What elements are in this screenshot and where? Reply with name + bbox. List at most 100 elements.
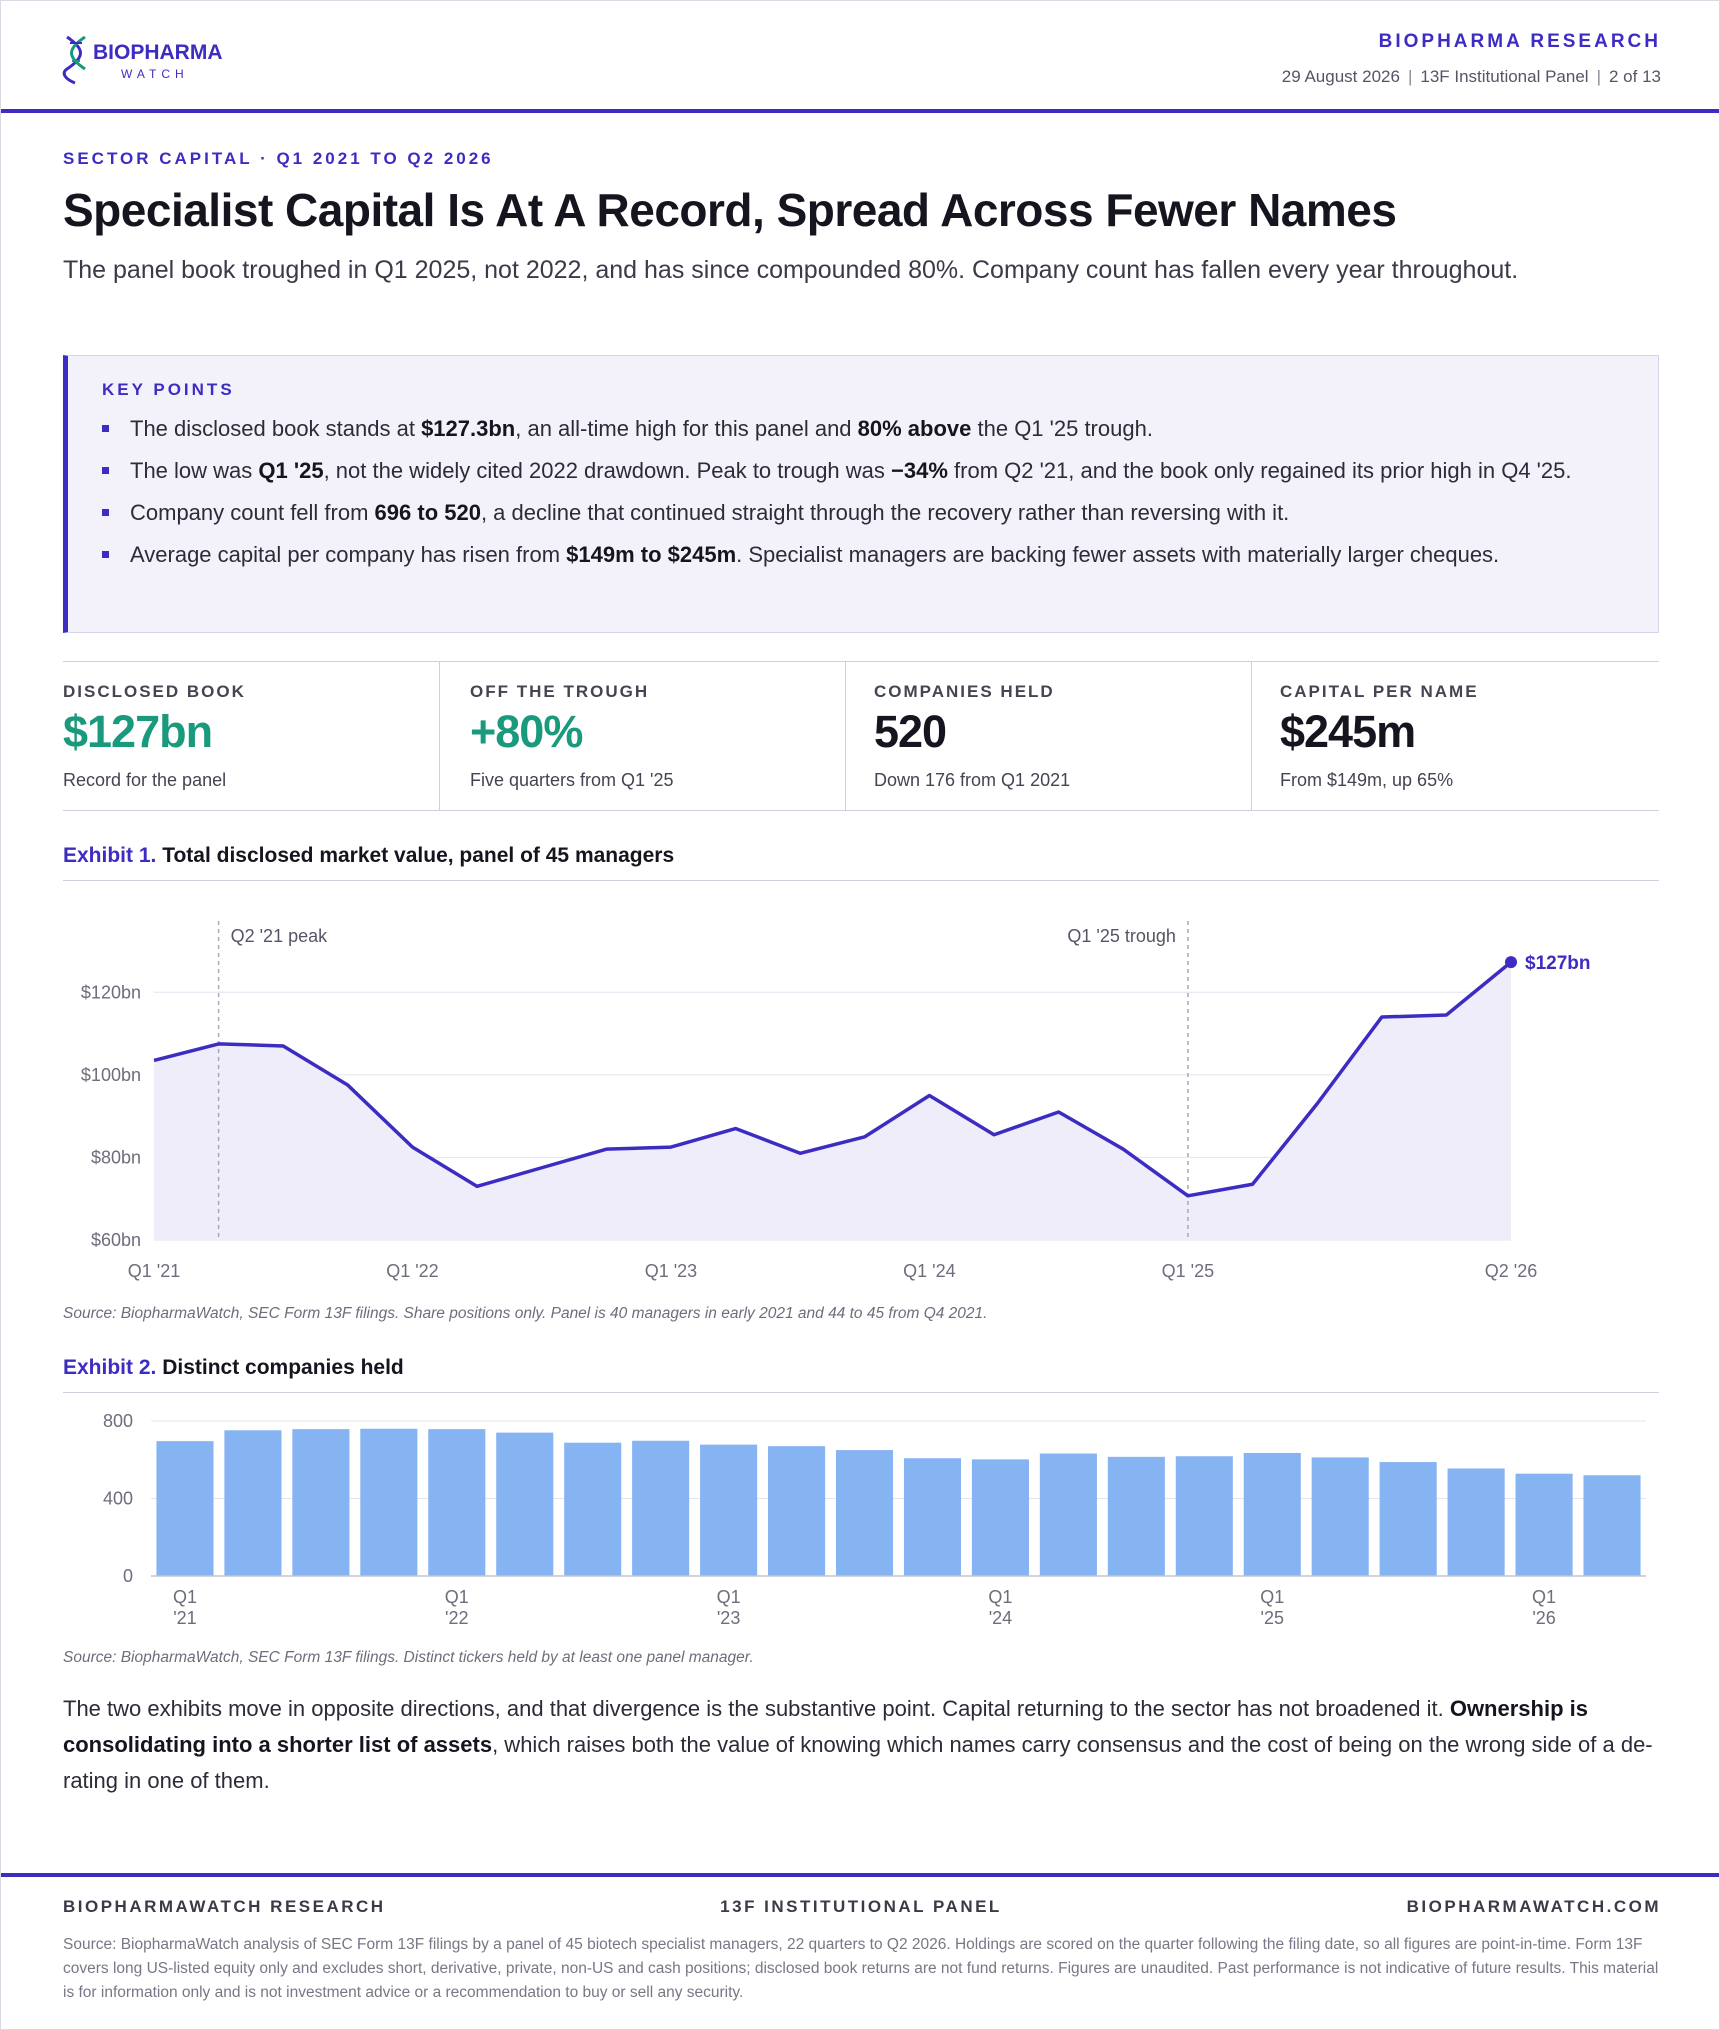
x-tick-label: Q1 bbox=[445, 1587, 469, 1607]
x-tick-label: Q1 bbox=[173, 1587, 197, 1607]
bar bbox=[700, 1444, 758, 1576]
stat-value: $245m bbox=[1280, 706, 1416, 757]
y-tick-label: 0 bbox=[123, 1566, 133, 1586]
footer-disclaimer: Source: BiopharmaWatch analysis of SEC F… bbox=[63, 1936, 1659, 2001]
stat-capital-per-name: CAPITAL PER NAME $245m From $149m, up 65… bbox=[1251, 662, 1659, 810]
brand-logo: BIOPHARMA WATCH bbox=[61, 31, 261, 87]
stat-companies-held: COMPANIES HELD 520 Down 176 from Q1 2021 bbox=[845, 662, 1251, 810]
y-tick-label: 400 bbox=[103, 1489, 133, 1509]
series-line bbox=[153, 960, 1513, 1198]
annotation-label: Q2 '21 peak bbox=[231, 926, 329, 946]
logo-wordmark: BIOPHARMA bbox=[93, 41, 223, 64]
y-tick-label: 800 bbox=[103, 1411, 133, 1431]
bar bbox=[903, 1458, 962, 1576]
page-header: BIOPHARMA WATCH BIOPHARMA RESEARCH 29 Au… bbox=[1, 1, 1719, 113]
bar bbox=[224, 1430, 282, 1576]
x-tick-label: Q1 '24 bbox=[903, 1261, 955, 1281]
x-tick-label: Q1 '23 bbox=[645, 1261, 697, 1281]
bar bbox=[1583, 1475, 1641, 1576]
section-eyebrow: SECTOR CAPITAL · Q1 2021 TO Q2 2026 bbox=[63, 149, 494, 168]
key-point: Average capital per company has risen fr… bbox=[102, 538, 1632, 571]
x-tick-label: Q1 '25 bbox=[1162, 1261, 1214, 1281]
exhibit-1-source: Source: BiopharmaWatch, SEC Form 13F fil… bbox=[63, 1305, 988, 1322]
page-subtitle: The panel book troughed in Q1 2025, not … bbox=[63, 256, 1519, 284]
end-value-label: $127bn bbox=[1525, 953, 1590, 974]
key-point: The disclosed book stands at $127.3bn, a… bbox=[102, 412, 1632, 445]
separator: | bbox=[1596, 67, 1601, 86]
stat-off-trough: OFF THE TROUGH +80% Five quarters from Q… bbox=[439, 662, 845, 810]
footer-center: 13F INSTITUTIONAL PANEL bbox=[720, 1897, 1002, 1916]
key-points-label: KEY POINTS bbox=[102, 380, 235, 399]
x-tick-label: Q1 bbox=[1532, 1587, 1556, 1607]
y-tick-label: $60bn bbox=[91, 1230, 141, 1250]
stat-value: 520 bbox=[874, 706, 947, 757]
bar bbox=[1107, 1456, 1165, 1576]
x-tick-label: '21 bbox=[173, 1608, 196, 1628]
exhibit-1-title: Exhibit 1. Total disclosed market value,… bbox=[63, 844, 675, 867]
x-tick-label: '25 bbox=[1261, 1608, 1284, 1628]
bar bbox=[632, 1440, 690, 1576]
divider bbox=[63, 880, 1659, 881]
footer-left: BIOPHARMAWATCH RESEARCH bbox=[63, 1897, 386, 1916]
exhibit-2-source: Source: BiopharmaWatch, SEC Form 13F fil… bbox=[63, 1649, 754, 1666]
stats-row: DISCLOSED BOOK $127bn Record for the pan… bbox=[63, 661, 1659, 811]
divider bbox=[63, 1392, 1659, 1393]
bar bbox=[1379, 1462, 1437, 1576]
x-tick-label: Q1 '22 bbox=[386, 1261, 438, 1281]
bar bbox=[768, 1446, 826, 1576]
bullet-icon bbox=[102, 551, 109, 558]
logo-subtitle: WATCH bbox=[121, 67, 189, 81]
x-tick-label: '26 bbox=[1532, 1608, 1555, 1628]
footer-right: BIOPHARMAWATCH.COM bbox=[1406, 1897, 1661, 1916]
bar bbox=[1447, 1468, 1505, 1576]
y-tick-label: $80bn bbox=[91, 1147, 141, 1167]
bar bbox=[292, 1429, 350, 1576]
key-points-box: KEY POINTS The disclosed book stands at … bbox=[63, 355, 1659, 633]
bar bbox=[1311, 1457, 1369, 1576]
x-tick-label: '23 bbox=[717, 1608, 740, 1628]
data-point bbox=[1505, 956, 1517, 969]
key-point: The low was Q1 '25, not the widely cited… bbox=[102, 454, 1632, 487]
page-title: Specialist Capital Is At A Record, Sprea… bbox=[63, 184, 1397, 236]
x-tick-label: Q2 '26 bbox=[1485, 1261, 1537, 1281]
bar bbox=[360, 1428, 418, 1576]
bar bbox=[496, 1432, 554, 1576]
bar bbox=[1243, 1452, 1301, 1576]
stat-value: +80% bbox=[470, 706, 583, 757]
header-panel: 13F Institutional Panel bbox=[1420, 67, 1589, 86]
bar bbox=[971, 1459, 1029, 1576]
bar bbox=[428, 1429, 486, 1576]
x-tick-label: Q1 bbox=[717, 1587, 741, 1607]
key-points-list: The disclosed book stands at $127.3bn, a… bbox=[102, 412, 1632, 580]
x-tick-label: '22 bbox=[445, 1608, 468, 1628]
x-tick-label: Q1 bbox=[1260, 1587, 1284, 1607]
exhibit-2-title: Exhibit 2. Distinct companies held bbox=[63, 1356, 404, 1379]
bar bbox=[156, 1441, 214, 1576]
annotation-label: Q1 '25 trough bbox=[1067, 926, 1176, 946]
area-fill bbox=[154, 962, 1511, 1240]
page-footer: 13F INSTITUTIONAL PANEL BIOPHARMAWATCH R… bbox=[1, 1873, 1719, 2029]
bullet-icon bbox=[102, 467, 109, 474]
y-tick-label: $100bn bbox=[81, 1065, 141, 1085]
page-number: 2 of 13 bbox=[1609, 67, 1661, 86]
y-tick-label: $120bn bbox=[81, 982, 141, 1002]
x-tick-label: Q1 '21 bbox=[128, 1261, 180, 1281]
bar bbox=[1039, 1453, 1097, 1576]
stat-value: $127bn bbox=[63, 706, 213, 757]
market-value-line-chart: $60bn $80bn $100bn $120bn Q2 '21 peak Q1 '25 … bbox=[81, 921, 1590, 1281]
bar bbox=[1175, 1456, 1233, 1576]
closing-paragraph: The two exhibits move in opposite direct… bbox=[63, 1696, 1653, 1793]
separator: | bbox=[1407, 67, 1413, 86]
key-point: Company count fell from 696 to 520, a de… bbox=[102, 496, 1632, 529]
header-brand: BIOPHARMA RESEARCH bbox=[1378, 31, 1661, 52]
stat-disclosed-book: DISCLOSED BOOK $127bn Record for the pan… bbox=[63, 682, 246, 790]
x-tick-label: '24 bbox=[989, 1608, 1012, 1628]
header-date: 29 August 2026 bbox=[1281, 67, 1400, 86]
bar bbox=[564, 1442, 622, 1576]
header-meta: 29 August 2026 | 13F Institutional Panel | 2… bbox=[1282, 67, 1661, 87]
header-meta-block: BIOPHARMA RESEARCH 29 August 2026 | 13F In… bbox=[1282, 31, 1661, 87]
dna-helix-icon bbox=[62, 35, 86, 85]
bullet-icon bbox=[102, 425, 109, 432]
